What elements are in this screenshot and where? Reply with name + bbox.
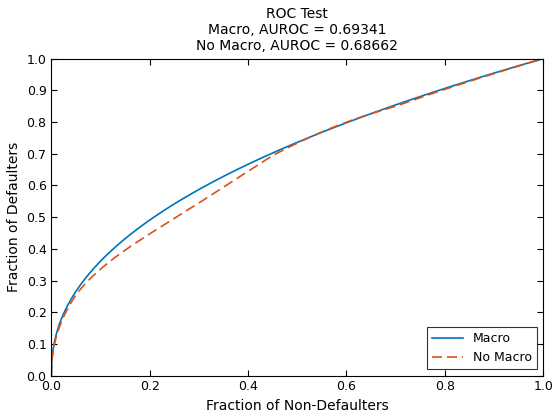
- No Macro: [386, 106, 393, 111]
- Macro: [540, 56, 547, 61]
- No Macro: [98, 266, 105, 271]
- Macro: [98, 257, 105, 262]
- No Macro: [48, 373, 55, 378]
- Macro: [48, 373, 55, 378]
- Macro: [247, 161, 254, 166]
- No Macro: [247, 167, 254, 172]
- Macro: [440, 86, 447, 91]
- X-axis label: Fraction of Non-Defaulters: Fraction of Non-Defaulters: [206, 399, 389, 413]
- Line: Macro: Macro: [52, 59, 543, 375]
- Line: No Macro: No Macro: [52, 59, 543, 375]
- Legend: Macro, No Macro: Macro, No Macro: [427, 327, 537, 369]
- No Macro: [540, 56, 547, 61]
- Macro: [431, 89, 438, 94]
- Macro: [386, 105, 393, 110]
- Title: ROC Test
Macro, AUROC = 0.69341
No Macro, AUROC = 0.68662: ROC Test Macro, AUROC = 0.69341 No Macro…: [197, 7, 398, 53]
- No Macro: [431, 90, 438, 95]
- No Macro: [264, 156, 271, 161]
- Y-axis label: Fraction of Defaulters: Fraction of Defaulters: [7, 142, 21, 292]
- Macro: [264, 152, 271, 158]
- No Macro: [440, 87, 447, 92]
